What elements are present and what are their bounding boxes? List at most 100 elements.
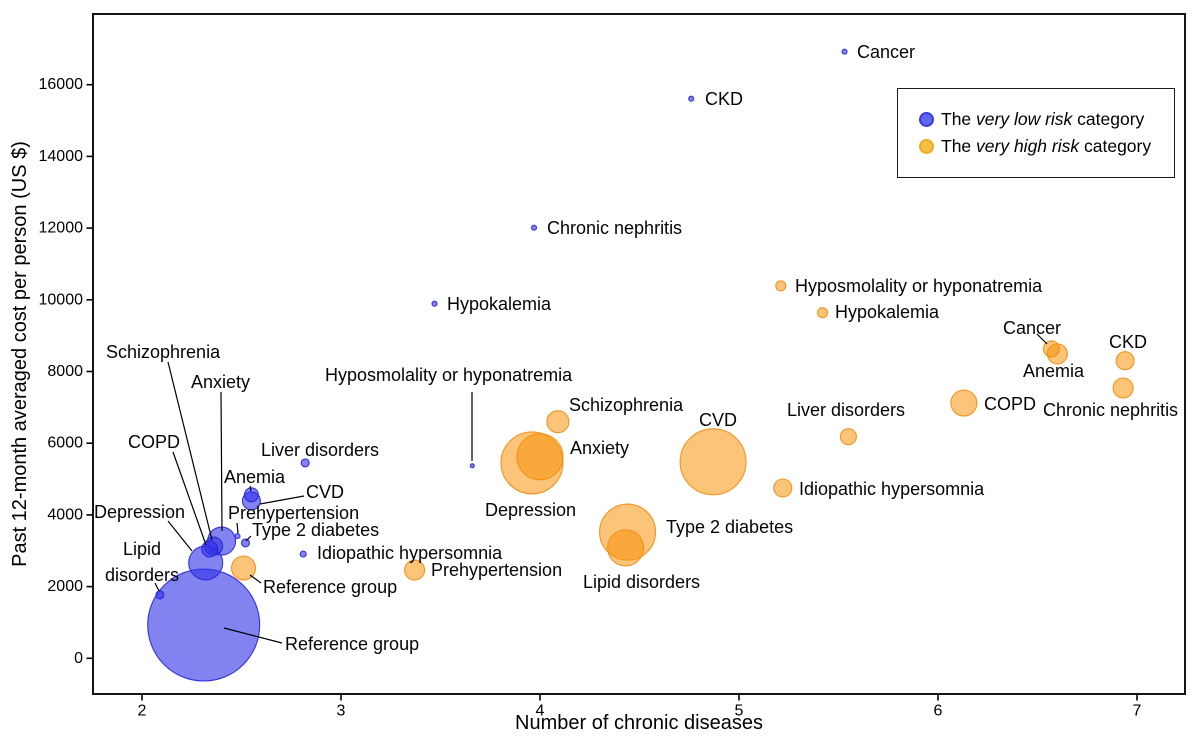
legend-item-very-low-risk: The very low risk category [919,109,1174,130]
bubble-chronic-nephritis-orange [1112,377,1134,399]
legend-label-low-risk: The very low risk category [941,109,1144,130]
point-label-anxiety-orange: Anxiety [570,438,629,458]
bubble-liver-disorders-blue [300,458,310,468]
point-label-anxiety-blue: Anxiety [191,372,250,392]
y-tick-label: 14000 [39,148,84,165]
bubble-reference-group-orange [230,555,257,581]
point-label-type-2-diabetes-blue: Type 2 diabetes [252,520,379,540]
bubble-liver-disorders-orange [839,428,857,446]
bubble-cancer-orange [1042,340,1060,358]
legend-label-suffix: category [1079,136,1152,156]
bubble-type-2-diabetes-blue [240,538,251,548]
bubble-schizophrenia-orange [546,410,570,434]
y-tick-label: 2000 [47,578,83,595]
legend-label-high-risk: The very high risk category [941,136,1151,157]
point-label-chronic-nephritis-orange: Chronic nephritis [1043,400,1178,420]
point-label-cvd-orange: CVD [699,410,737,430]
bubble-ckd-orange [1115,351,1135,371]
point-label-liver-disorders-orange: Liver disorders [787,400,905,420]
bubble-hyposmolality-or-hyponatremia-orange [775,280,787,292]
callout-line-type-2-diabetes-blue [245,535,252,542]
legend-item-very-high-risk: The very high risk category [919,136,1174,157]
y-tick-label: 6000 [47,435,83,452]
x-tick-label: 3 [337,703,346,720]
point-label-reference-group-blue: Reference group [285,634,419,654]
point-label-lipid-disorders-blue: Lipid [123,539,161,559]
y-tick-label: 12000 [39,220,84,237]
y-tick-label: 10000 [39,291,84,308]
callout-line-reference-group-blue [223,627,283,644]
bubble-cvd-orange [679,428,747,496]
y-tick-label: 0 [74,650,83,667]
legend-marker-high-risk-icon [919,139,934,154]
point-label-schizophrenia-blue: Schizophrenia [106,342,221,362]
point-label-lipid-disorders-blue: disorders [105,565,179,585]
point-label-cancer-blue: Cancer [857,42,915,62]
point-label-idiopathic-hypersomnia-orange: Idiopathic hypersomnia [799,479,985,499]
y-axis-title: Past 12-month averaged cost per person (… [9,141,31,567]
point-label-copd-blue: COPD [128,432,180,452]
bubble-hyposmolality-or-hyponatremia-blue [469,463,475,469]
callout-line-schizophrenia-blue [167,361,213,541]
point-label-copd-orange: COPD [984,394,1036,414]
bubble-copd-orange [950,389,978,417]
point-label-cvd-blue: CVD [306,482,344,502]
x-tick-label: 6 [934,703,943,720]
x-tick-label: 7 [1133,703,1142,720]
legend-label-em: very low risk [976,109,1073,129]
legend-label-prefix: The [941,109,977,129]
x-tick-label: 2 [138,703,147,720]
point-label-ckd-orange: CKD [1109,332,1147,352]
legend-marker-low-risk-icon [919,112,934,127]
bubble-prehypertension-orange [404,559,426,581]
point-label-anemia-orange: Anemia [1023,361,1085,381]
bubble-hypokalemia-orange [817,307,829,319]
bubble-idiopathic-hypersomnia-blue [299,550,307,558]
point-label-prehypertension-blue: Prehypertension [228,503,359,523]
y-tick-label: 4000 [47,506,83,523]
point-label-depression-blue: Depression [94,502,185,522]
bubble-lipid-disorders-blue [155,590,165,600]
bubble-anemia-blue [243,487,259,503]
x-tick-label: 4 [536,703,545,720]
bubble-ckd-blue [688,95,695,102]
bubble-lipid-disorders-orange [607,529,645,567]
bubble-anxiety-orange [516,433,564,481]
point-label-cancer-orange: Cancer [1003,318,1061,338]
bubble-reference-group-blue [147,568,261,682]
point-label-hyposmolality-or-hyponatremia-blue: Hyposmolality or hyponatremia [325,365,573,385]
bubble-copd-blue [201,540,219,558]
callout-line-lipid-disorders-blue [154,582,160,592]
point-label-idiopathic-hypersomnia-blue: Idiopathic hypersomnia [317,543,503,563]
x-axis-title: Number of chronic diseases [515,712,763,734]
point-label-ckd-blue: CKD [705,89,743,109]
x-tick-label: 5 [735,703,744,720]
legend-label-suffix: category [1072,109,1145,129]
point-label-depression-orange: Depression [485,500,576,520]
point-label-hypokalemia-blue: Hypokalemia [447,294,552,314]
bubble-prehypertension-blue [234,533,241,540]
point-label-type-2-diabetes-orange: Type 2 diabetes [666,517,793,537]
point-label-prehypertension-orange: Prehypertension [431,560,562,580]
callout-line-reference-group-orange [249,574,262,584]
point-label-hyposmolality-or-hyponatremia-orange: Hyposmolality or hyponatremia [795,276,1043,296]
point-label-reference-group-orange: Reference group [263,577,397,597]
y-tick-label: 16000 [39,76,84,93]
plot-panel-border [92,13,1186,695]
point-label-chronic-nephritis-blue: Chronic nephritis [547,218,682,238]
y-tick-label: 8000 [47,363,83,380]
point-label-lipid-disorders-orange: Lipid disorders [583,572,700,592]
callout-line-cvd-blue [259,495,305,505]
bubble-cancer-blue [841,48,848,55]
point-label-hypokalemia-orange: Hypokalemia [835,302,940,322]
callout-line-anemia-blue [249,485,252,492]
callout-line-depression-blue [167,520,193,552]
legend: The very low risk category The very high… [897,88,1175,178]
point-label-liver-disorders-blue: Liver disorders [261,440,379,460]
legend-label-em: very high risk [976,136,1080,156]
point-label-schizophrenia-orange: Schizophrenia [569,395,684,415]
bubble-chronic-nephritis-blue [530,224,538,231]
bubble-hypokalemia-blue [431,300,438,307]
